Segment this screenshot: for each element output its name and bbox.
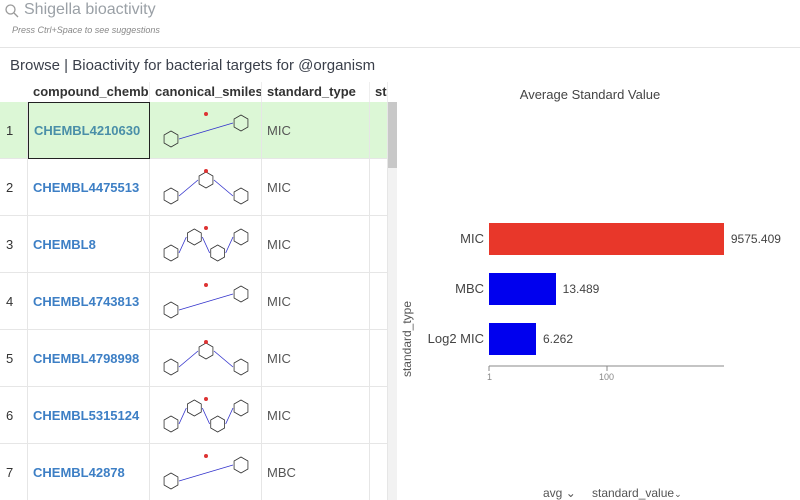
category-label: Log2 MIC — [427, 331, 484, 346]
standard-type-cell: MIC — [262, 387, 370, 444]
search-icon — [5, 4, 19, 18]
category-label: MBC — [455, 281, 484, 296]
standard-value-cell — [370, 159, 388, 216]
table-row[interactable]: 5 CHEMBL4798998 MIC — [0, 330, 388, 387]
table-row[interactable]: 6 CHEMBL5315124 MIC — [0, 387, 388, 444]
standard-value-cell — [370, 273, 388, 330]
standard-value-cell — [370, 102, 388, 159]
data-label: 13.489 — [562, 282, 600, 296]
search-bar[interactable]: Shigella bioactivity Press Ctrl+Space to… — [0, 0, 800, 48]
standard-value-cell — [370, 216, 388, 273]
table-row[interactable]: 3 CHEMBL8 MIC — [0, 216, 388, 273]
compound-id-link[interactable]: CHEMBL4210630 — [28, 102, 150, 159]
standard-type-cell: MBC — [262, 444, 370, 500]
page-title: Browse | Bioactivity for bacterial targe… — [10, 57, 376, 74]
chevron-down-icon: ⌄ — [565, 486, 576, 500]
standard-value-cell — [370, 330, 388, 387]
row-number: 4 — [0, 273, 28, 330]
row-number: 5 — [0, 330, 28, 387]
standard-type-cell: MIC — [262, 273, 370, 330]
bar-chart: Average Standard Value standard_type MIC… — [397, 82, 800, 500]
standard-type-cell: MIC — [262, 102, 370, 159]
bar-mbc[interactable] — [489, 273, 556, 305]
standard-value-cell — [370, 444, 388, 500]
molecule-structure — [150, 159, 262, 216]
molecule-structure — [150, 330, 262, 387]
column-header-standard-type[interactable]: standard_type — [262, 82, 370, 102]
chevron-down-icon: ⌄ — [674, 489, 682, 499]
compound-id-link[interactable]: CHEMBL5315124 — [28, 387, 150, 444]
row-number: 7 — [0, 444, 28, 500]
column-header-compound[interactable]: compound_chembl_id — [28, 82, 150, 102]
molecule-structure — [150, 216, 262, 273]
aggregation-select[interactable]: avg ⌄ — [543, 486, 576, 500]
scrollbar-thumb[interactable] — [388, 102, 397, 168]
category-label: MIC — [460, 231, 484, 246]
row-number: 6 — [0, 387, 28, 444]
table-row[interactable]: 4 CHEMBL4743813 MIC — [0, 273, 388, 330]
standard-value-cell — [370, 387, 388, 444]
search-hint: Press Ctrl+Space to see suggestions — [12, 25, 160, 35]
molecule-structure — [150, 273, 262, 330]
data-label: 9575.409 — [730, 232, 781, 246]
molecule-structure — [150, 444, 262, 500]
bar-log2-mic[interactable] — [489, 323, 536, 355]
compound-id-link[interactable]: CHEMBL4798998 — [28, 330, 150, 387]
row-number: 1 — [0, 102, 28, 159]
table-row[interactable]: 2 CHEMBL4475513 MIC — [0, 159, 388, 216]
aggregation-value: avg — [543, 486, 563, 500]
table-row[interactable]: 7 CHEMBL42878 MBC — [0, 444, 388, 500]
value-column-select[interactable]: standard_value⌄ — [592, 486, 682, 500]
compound-id-link[interactable]: CHEMBL42878 — [28, 444, 150, 500]
table-row[interactable]: 1 CHEMBL4210630 MIC — [0, 102, 388, 159]
bar-mic[interactable] — [489, 223, 724, 255]
standard-type-cell: MIC — [262, 159, 370, 216]
compound-id-link[interactable]: CHEMBL4743813 — [28, 273, 150, 330]
scrollbar[interactable] — [388, 102, 397, 500]
search-input[interactable]: Shigella bioactivity — [24, 1, 156, 18]
chart-title: Average Standard Value — [519, 87, 661, 102]
molecule-structure — [150, 102, 262, 159]
row-number: 2 — [0, 159, 28, 216]
data-grid: compound_chembl_id canonical_smiles stan… — [0, 82, 397, 500]
compound-id-link[interactable]: CHEMBL4475513 — [28, 159, 150, 216]
compound-id-link[interactable]: CHEMBL8 — [28, 216, 150, 273]
standard-type-cell: MIC — [262, 216, 370, 273]
value-column: standard_value — [592, 486, 675, 500]
standard-type-cell: MIC — [262, 330, 370, 387]
x-tick-label: 1 — [487, 372, 493, 382]
column-header-smiles[interactable]: canonical_smiles — [150, 82, 262, 102]
molecule-structure — [150, 387, 262, 444]
row-number: 3 — [0, 216, 28, 273]
x-tick-label: 100 — [599, 372, 615, 382]
column-header-standard-value[interactable]: standard_value — [370, 82, 388, 102]
data-label: 6.262 — [543, 332, 574, 346]
